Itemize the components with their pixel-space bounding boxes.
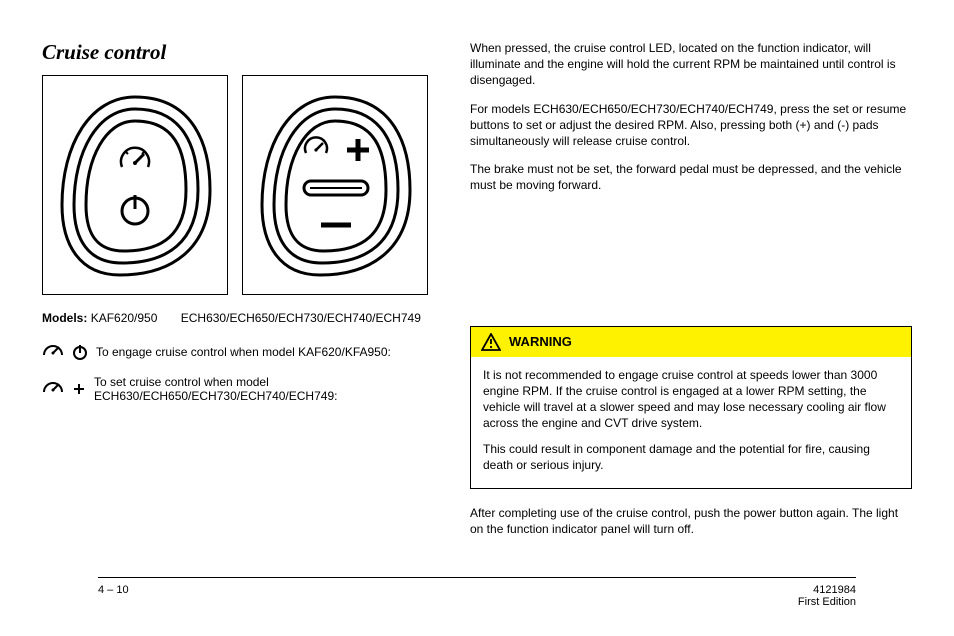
warning-label: WARNING <box>509 334 572 349</box>
controller-right <box>242 75 428 295</box>
footer-docnum: 4121984 <box>813 584 856 596</box>
controller-illustrations <box>42 75 442 295</box>
icon-set-text: To set cruise control when model ECH630/… <box>94 375 442 403</box>
controller-left-svg <box>50 85 220 285</box>
warning-body: It is not recommended to engage cruise c… <box>471 357 911 488</box>
warning-box: WARNING It is not recommended to engage … <box>470 326 912 489</box>
controller-right-svg <box>250 85 420 285</box>
speedometer-icon <box>42 380 64 398</box>
paragraph: For models ECH630/ECH650/ECH730/ECH740/E… <box>470 101 912 150</box>
footer-page-number: 4 – 10 <box>98 584 129 608</box>
footer-edition: First Edition <box>798 596 856 608</box>
icon-item-engage: To engage cruise control when model KAF6… <box>42 343 442 361</box>
warning-triangle-icon <box>481 333 501 351</box>
section-title: Cruise control <box>42 40 442 65</box>
plus-icon <box>72 380 86 398</box>
warning-header: WARNING <box>471 327 911 357</box>
icon-engage-text: To engage cruise control when model KAF6… <box>96 345 391 359</box>
page-footer: 4 – 10 4121984 First Edition <box>0 577 954 608</box>
models-line: Models: KAF620/950 ECH630/ECH650/ECH730/… <box>42 311 442 325</box>
paragraph: When pressed, the cruise control LED, lo… <box>470 40 912 89</box>
controller-left <box>42 75 228 295</box>
paragraph: The brake must not be set, the forward p… <box>470 161 912 193</box>
warning-p1: It is not recommended to engage cruise c… <box>483 367 899 432</box>
bottom-paragraph: After completing use of the cruise contr… <box>470 505 912 537</box>
icon-item-set: To set cruise control when model ECH630/… <box>42 375 442 403</box>
power-icon <box>72 343 88 361</box>
warning-p2: This could result in component damage an… <box>483 441 899 473</box>
speedometer-icon <box>42 343 64 361</box>
